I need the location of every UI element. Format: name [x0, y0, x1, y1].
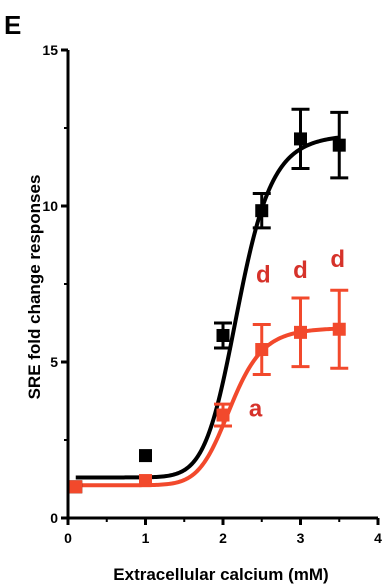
y-tick-label: 0 — [50, 510, 58, 526]
data-point-series-1 — [216, 328, 230, 342]
data-point-series-1 — [332, 138, 346, 152]
y-tick-label: 10 — [42, 198, 58, 214]
x-axis-label: Extracellular calcium (mM) — [113, 565, 328, 584]
error-bars — [214, 107, 349, 428]
significance-letter: d — [256, 261, 271, 288]
x-tick-label: 2 — [219, 530, 227, 546]
x-tick-label: 3 — [297, 530, 305, 546]
axes — [66, 50, 378, 520]
x-tick-label: 1 — [142, 530, 150, 546]
significance-letter: a — [249, 396, 263, 423]
data-point-series-2 — [216, 408, 230, 422]
y-tick-label: 15 — [42, 42, 58, 58]
x-tick-label: 4 — [374, 530, 382, 546]
panel-label: E — [4, 10, 21, 40]
y-axis-ticks: 0 5 10 15 — [42, 42, 68, 526]
data-point-series-1 — [139, 449, 152, 463]
data-markers — [69, 132, 346, 494]
data-point-series-2 — [255, 343, 269, 357]
significance-letter: d — [293, 257, 308, 284]
significance-letter: d — [330, 246, 345, 273]
x-axis-ticks: 0 1 2 3 4 — [64, 518, 382, 546]
data-point-series-2 — [294, 325, 307, 339]
significance-annotations: ad d d — [249, 246, 345, 423]
y-tick-label: 5 — [50, 354, 58, 370]
data-point-series-2 — [69, 480, 83, 494]
y-axis-label: SRE fold change responses — [25, 175, 44, 400]
data-point-series-2 — [332, 322, 346, 336]
x-tick-label: 0 — [64, 530, 72, 546]
data-point-series-2 — [139, 474, 152, 488]
data-point-series-1 — [255, 204, 269, 218]
fit-curve-series-1 — [75, 135, 340, 480]
data-point-series-1 — [294, 132, 307, 146]
